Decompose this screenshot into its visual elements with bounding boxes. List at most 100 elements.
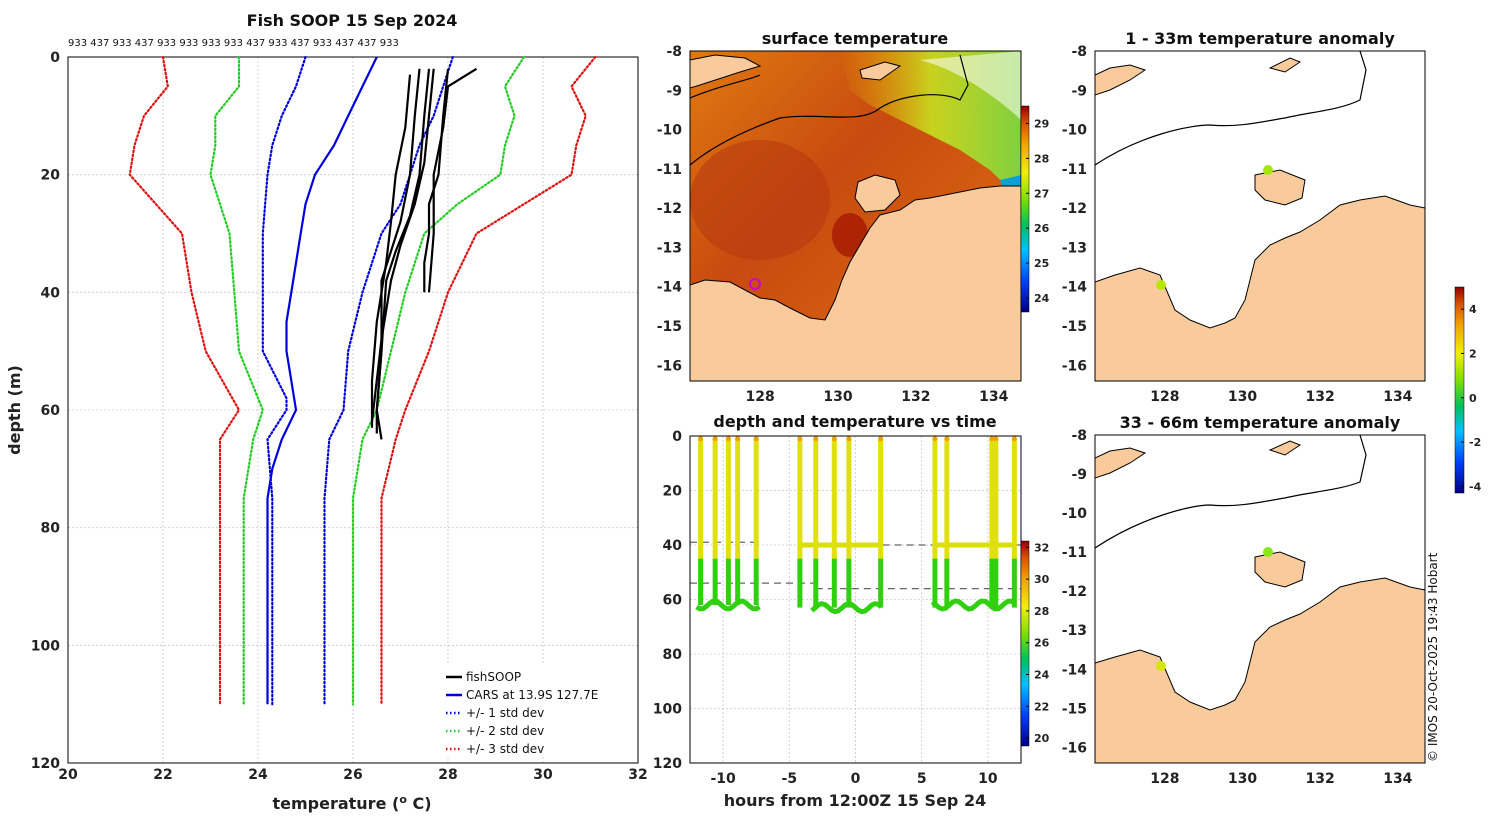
anomaly-33-66m-map: 33 - 66m temperature anomaly 128 130 132 13… [1062,413,1426,787]
profile-ytick: 20 [41,168,61,184]
map-xtick: 128 [1150,389,1179,405]
sst-title: surface temperature [762,29,949,48]
colorbar-tick-label: 22 [1034,700,1049,713]
map-ytick: -9 [1071,467,1087,483]
depth-time-xtick: -10 [710,771,736,787]
profile-series--1-std [323,55,454,706]
profile-title: Fish SOOP 15 Sep 2024 [247,11,458,30]
profile-ytick: 40 [41,285,61,301]
map-xtick: 130 [1228,771,1257,787]
anomaly-1-33m-frame [1094,50,1426,382]
profile-xtick: 30 [533,767,553,783]
anomaly-colorbar-ticks: 4 2 0 -2 -4 [1461,303,1482,493]
map-ytick: -11 [1062,162,1087,178]
profile-ytick: 0 [50,50,60,66]
colorbar-tick-label: 26 [1034,637,1050,650]
map-ytick: -8 [666,44,682,60]
profile-xlabel: temperature (o C) [272,793,431,813]
depth-time-ytick: 60 [663,593,683,609]
map-xtick: 130 [823,389,852,405]
anomaly-1-33m-map: 1 - 33m temperature anomaly 128 130 132 134… [1062,29,1426,405]
anomaly-33-66m-marker-2 [1263,547,1273,557]
sst-field [690,51,1021,381]
depth-time-title: depth and temperature vs time [713,412,996,431]
depth-time-xtick: 0 [851,771,861,787]
depth-time-surface-point [1011,436,1017,442]
map-ytick: -10 [1062,506,1088,522]
profile-counts: 933 437 933 437 933 933 933 933 437 933 … [68,38,399,49]
anomaly-1-33m-ticks: 128 130 132 134 -8 -9 -10 -11 -12 -13 -14 -15 -16 [1062,44,1413,405]
map-xtick: 134 [1383,389,1412,405]
profile-xtick: 20 [58,767,78,783]
legend-label: fishSOOP [466,670,521,684]
profile-series--3-std [128,55,241,706]
map-xtick: 128 [1150,771,1179,787]
map-ytick: -15 [1062,701,1087,717]
anomaly-33-66m-marker-1 [1156,661,1166,671]
anomaly-1-33m-marker-1 [1156,280,1166,290]
map-ytick: -12 [1062,201,1087,217]
profile-ytick: 60 [41,403,61,419]
depth-time-ytick: 120 [653,756,682,772]
map-ytick: -10 [657,123,683,139]
profile-xtick: 28 [438,767,457,783]
credit-text: © IMOS 20-Oct-2025 19:43 Hobart [1426,552,1440,762]
profile-series-cars-mean [266,56,378,705]
map-ytick: -14 [1062,662,1088,678]
profile-frame [67,56,639,764]
legend-label: CARS at 13.9S 127.7E [466,688,598,702]
depth-time-ytick: 20 [663,484,683,500]
depth-time-surface-point [831,436,837,442]
sst-location-marker [749,278,761,290]
map-ytick: -16 [657,358,682,374]
colorbar-tick-label: 24 [1034,292,1050,305]
map-ytick: -12 [1062,584,1087,600]
depth-time-surface-point [944,436,950,442]
sst-map: surface temperature 128 130 132 134 -8 -9 -10 -… [657,29,1050,405]
map-ytick: -9 [666,83,682,99]
depth-time-surface-point [712,436,718,442]
map-ytick: -14 [657,280,683,296]
profile-series-fishsoop-e [370,74,412,428]
colorbar-tick-label: 25 [1034,257,1049,270]
profile-legend: fishSOOP CARS at 13.9S 127.7E +/- 1 std de… [438,665,624,757]
colorbar-tick-label: 0 [1469,392,1477,405]
colorbar-tick-label: 24 [1034,668,1050,681]
profile-ytick: 80 [41,521,61,537]
map-xtick: 128 [745,389,774,405]
depth-time-surface-point [932,436,938,442]
colorbar-tick-label: 26 [1034,222,1050,235]
sst-colorbar-ticks: 29 28 27 26 25 24 [1026,117,1050,305]
map-xtick: 130 [1228,389,1257,405]
depth-time-bottom-trace [930,598,1017,612]
profile-series-fishsoop-f [370,68,435,422]
map-ytick: -16 [1062,740,1087,756]
depth-time-ytick: 100 [653,702,682,718]
map-ytick: -10 [1062,123,1088,139]
colorbar-tick-label: 27 [1034,187,1049,200]
depth-time-surface-point [698,436,704,442]
map-ytick: -8 [1071,44,1087,60]
map-ytick: -15 [657,319,682,335]
depth-time-colorbar [1020,540,1030,747]
anomaly-33-66m-frame [1094,434,1426,764]
colorbar-tick-label: 20 [1034,732,1050,745]
anomaly-1-33m-field [1095,51,1425,381]
depth-time-colorbar-ticks: 32 30 28 26 24 22 20 [1026,541,1050,745]
profile-series--1-std [261,55,307,706]
anomaly-33-66m-ticks: 128 130 132 134 -8 -9 -10 -11 -12 -13 -14 -15 -16 [1062,428,1413,787]
depth-time-bottom-trace [695,598,761,612]
profile-chart: Fish SOOP 15 Sep 2024 933 437 933 437 93… [5,11,648,813]
profile-series-fishsoop-b [375,68,431,440]
anomaly-1-33m-title: 1 - 33m temperature anomaly [1125,29,1395,48]
profile-xtick: 32 [628,767,647,783]
depth-time-xtick: -5 [782,771,798,787]
profile-lines [128,55,597,706]
map-xtick: 132 [901,389,930,405]
sst-ticks: 128 130 132 134 -8 -9 -10 -11 -12 -13 -14 -15 -16 [657,44,1009,405]
colorbar-tick-label: 2 [1469,347,1477,360]
colorbar-tick-label: 4 [1469,303,1477,316]
map-ytick: -13 [657,240,682,256]
